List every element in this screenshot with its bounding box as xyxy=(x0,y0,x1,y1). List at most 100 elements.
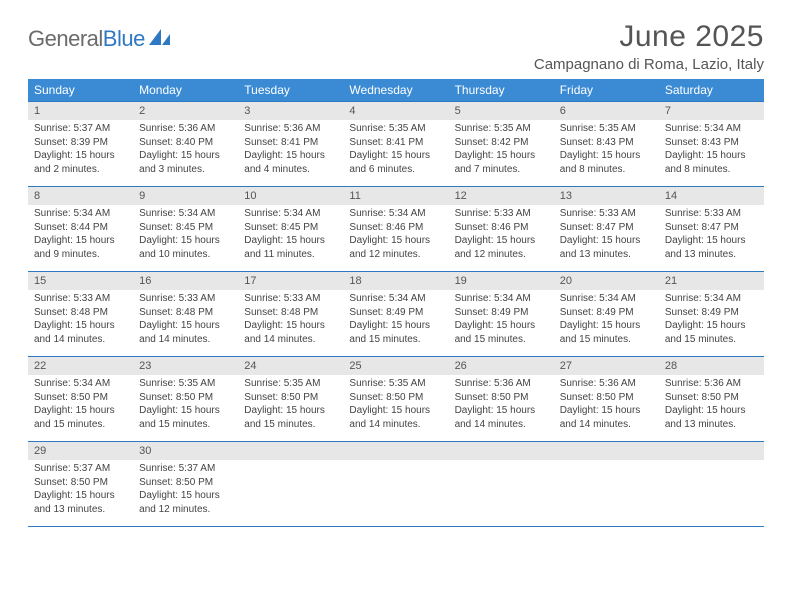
daylight-line: Daylight: 15 hours and 15 minutes. xyxy=(34,404,127,431)
day-content-cell: Sunrise: 5:33 AMSunset: 8:48 PMDaylight:… xyxy=(133,290,238,357)
day-content-cell: Sunrise: 5:34 AMSunset: 8:43 PMDaylight:… xyxy=(659,120,764,187)
sunrise-line: Sunrise: 5:34 AM xyxy=(244,207,337,221)
day-content-cell: Sunrise: 5:34 AMSunset: 8:44 PMDaylight:… xyxy=(28,205,133,272)
daylight-line: Daylight: 15 hours and 14 minutes. xyxy=(560,404,653,431)
sunset-line: Sunset: 8:46 PM xyxy=(455,221,548,235)
sunrise-line: Sunrise: 5:34 AM xyxy=(139,207,232,221)
sunset-line: Sunset: 8:41 PM xyxy=(349,136,442,150)
day-number-cell xyxy=(238,442,343,461)
sunset-line: Sunset: 8:50 PM xyxy=(34,391,127,405)
daylight-line: Daylight: 15 hours and 14 minutes. xyxy=(34,319,127,346)
content-row: Sunrise: 5:34 AMSunset: 8:50 PMDaylight:… xyxy=(28,375,764,442)
day-number-cell: 13 xyxy=(554,187,659,206)
day-content-cell: Sunrise: 5:33 AMSunset: 8:47 PMDaylight:… xyxy=(554,205,659,272)
day-content-cell: Sunrise: 5:36 AMSunset: 8:50 PMDaylight:… xyxy=(659,375,764,442)
day-content-cell xyxy=(238,460,343,527)
day-number-cell xyxy=(554,442,659,461)
day-number-cell: 15 xyxy=(28,272,133,291)
day-content-cell xyxy=(449,460,554,527)
sunset-line: Sunset: 8:50 PM xyxy=(139,476,232,490)
day-number-cell: 3 xyxy=(238,102,343,121)
day-number-cell: 8 xyxy=(28,187,133,206)
daylight-line: Daylight: 15 hours and 9 minutes. xyxy=(34,234,127,261)
daylight-line: Daylight: 15 hours and 14 minutes. xyxy=(455,404,548,431)
day-number-cell: 2 xyxy=(133,102,238,121)
sunrise-line: Sunrise: 5:34 AM xyxy=(34,377,127,391)
day-number-cell: 17 xyxy=(238,272,343,291)
daylight-line: Daylight: 15 hours and 13 minutes. xyxy=(665,404,758,431)
sunset-line: Sunset: 8:41 PM xyxy=(244,136,337,150)
calendar-table: Sunday Monday Tuesday Wednesday Thursday… xyxy=(28,79,764,527)
sunrise-line: Sunrise: 5:36 AM xyxy=(139,122,232,136)
sunset-line: Sunset: 8:45 PM xyxy=(244,221,337,235)
day-content-cell: Sunrise: 5:35 AMSunset: 8:43 PMDaylight:… xyxy=(554,120,659,187)
day-number-cell: 24 xyxy=(238,357,343,376)
day-content-cell xyxy=(554,460,659,527)
content-row: Sunrise: 5:37 AMSunset: 8:50 PMDaylight:… xyxy=(28,460,764,527)
daylight-line: Daylight: 15 hours and 4 minutes. xyxy=(244,149,337,176)
day-number-cell xyxy=(449,442,554,461)
sunrise-line: Sunrise: 5:33 AM xyxy=(244,292,337,306)
daynum-row: 22232425262728 xyxy=(28,357,764,376)
daylight-line: Daylight: 15 hours and 15 minutes. xyxy=(560,319,653,346)
sunset-line: Sunset: 8:50 PM xyxy=(244,391,337,405)
daylight-line: Daylight: 15 hours and 15 minutes. xyxy=(139,404,232,431)
day-number-cell: 6 xyxy=(554,102,659,121)
sunset-line: Sunset: 8:50 PM xyxy=(455,391,548,405)
day-content-cell: Sunrise: 5:34 AMSunset: 8:49 PMDaylight:… xyxy=(343,290,448,357)
daylight-line: Daylight: 15 hours and 14 minutes. xyxy=(139,319,232,346)
sunset-line: Sunset: 8:46 PM xyxy=(349,221,442,235)
day-content-cell: Sunrise: 5:35 AMSunset: 8:50 PMDaylight:… xyxy=(238,375,343,442)
content-row: Sunrise: 5:37 AMSunset: 8:39 PMDaylight:… xyxy=(28,120,764,187)
col-thursday: Thursday xyxy=(449,79,554,102)
daylight-line: Daylight: 15 hours and 15 minutes. xyxy=(665,319,758,346)
sunset-line: Sunset: 8:43 PM xyxy=(560,136,653,150)
day-number-cell: 1 xyxy=(28,102,133,121)
sunset-line: Sunset: 8:40 PM xyxy=(139,136,232,150)
weekday-header-row: Sunday Monday Tuesday Wednesday Thursday… xyxy=(28,79,764,102)
daylight-line: Daylight: 15 hours and 15 minutes. xyxy=(244,404,337,431)
sunset-line: Sunset: 8:47 PM xyxy=(665,221,758,235)
sunrise-line: Sunrise: 5:35 AM xyxy=(349,377,442,391)
sunrise-line: Sunrise: 5:33 AM xyxy=(665,207,758,221)
sunrise-line: Sunrise: 5:35 AM xyxy=(455,122,548,136)
day-content-cell: Sunrise: 5:36 AMSunset: 8:50 PMDaylight:… xyxy=(449,375,554,442)
sunset-line: Sunset: 8:50 PM xyxy=(139,391,232,405)
daylight-line: Daylight: 15 hours and 13 minutes. xyxy=(560,234,653,261)
daylight-line: Daylight: 15 hours and 2 minutes. xyxy=(34,149,127,176)
day-content-cell: Sunrise: 5:36 AMSunset: 8:41 PMDaylight:… xyxy=(238,120,343,187)
sunrise-line: Sunrise: 5:33 AM xyxy=(560,207,653,221)
day-number-cell: 10 xyxy=(238,187,343,206)
day-number-cell: 19 xyxy=(449,272,554,291)
sunrise-line: Sunrise: 5:36 AM xyxy=(560,377,653,391)
day-number-cell: 20 xyxy=(554,272,659,291)
daylight-line: Daylight: 15 hours and 14 minutes. xyxy=(244,319,337,346)
day-content-cell: Sunrise: 5:35 AMSunset: 8:42 PMDaylight:… xyxy=(449,120,554,187)
content-row: Sunrise: 5:33 AMSunset: 8:48 PMDaylight:… xyxy=(28,290,764,357)
daylight-line: Daylight: 15 hours and 8 minutes. xyxy=(560,149,653,176)
day-number-cell xyxy=(343,442,448,461)
day-content-cell: Sunrise: 5:33 AMSunset: 8:47 PMDaylight:… xyxy=(659,205,764,272)
day-content-cell: Sunrise: 5:33 AMSunset: 8:48 PMDaylight:… xyxy=(28,290,133,357)
day-content-cell: Sunrise: 5:35 AMSunset: 8:50 PMDaylight:… xyxy=(133,375,238,442)
daylight-line: Daylight: 15 hours and 12 minutes. xyxy=(349,234,442,261)
day-content-cell: Sunrise: 5:37 AMSunset: 8:50 PMDaylight:… xyxy=(133,460,238,527)
day-content-cell: Sunrise: 5:37 AMSunset: 8:39 PMDaylight:… xyxy=(28,120,133,187)
day-number-cell: 11 xyxy=(343,187,448,206)
day-content-cell: Sunrise: 5:35 AMSunset: 8:50 PMDaylight:… xyxy=(343,375,448,442)
daylight-line: Daylight: 15 hours and 13 minutes. xyxy=(665,234,758,261)
day-content-cell: Sunrise: 5:35 AMSunset: 8:41 PMDaylight:… xyxy=(343,120,448,187)
sunrise-line: Sunrise: 5:37 AM xyxy=(34,462,127,476)
sunrise-line: Sunrise: 5:35 AM xyxy=(560,122,653,136)
day-number-cell: 12 xyxy=(449,187,554,206)
sunset-line: Sunset: 8:43 PM xyxy=(665,136,758,150)
day-content-cell: Sunrise: 5:34 AMSunset: 8:46 PMDaylight:… xyxy=(343,205,448,272)
day-content-cell: Sunrise: 5:33 AMSunset: 8:48 PMDaylight:… xyxy=(238,290,343,357)
col-monday: Monday xyxy=(133,79,238,102)
sunrise-line: Sunrise: 5:36 AM xyxy=(455,377,548,391)
page-title: June 2025 xyxy=(534,20,764,54)
sunrise-line: Sunrise: 5:35 AM xyxy=(349,122,442,136)
day-number-cell: 9 xyxy=(133,187,238,206)
sunset-line: Sunset: 8:44 PM xyxy=(34,221,127,235)
sunrise-line: Sunrise: 5:33 AM xyxy=(455,207,548,221)
